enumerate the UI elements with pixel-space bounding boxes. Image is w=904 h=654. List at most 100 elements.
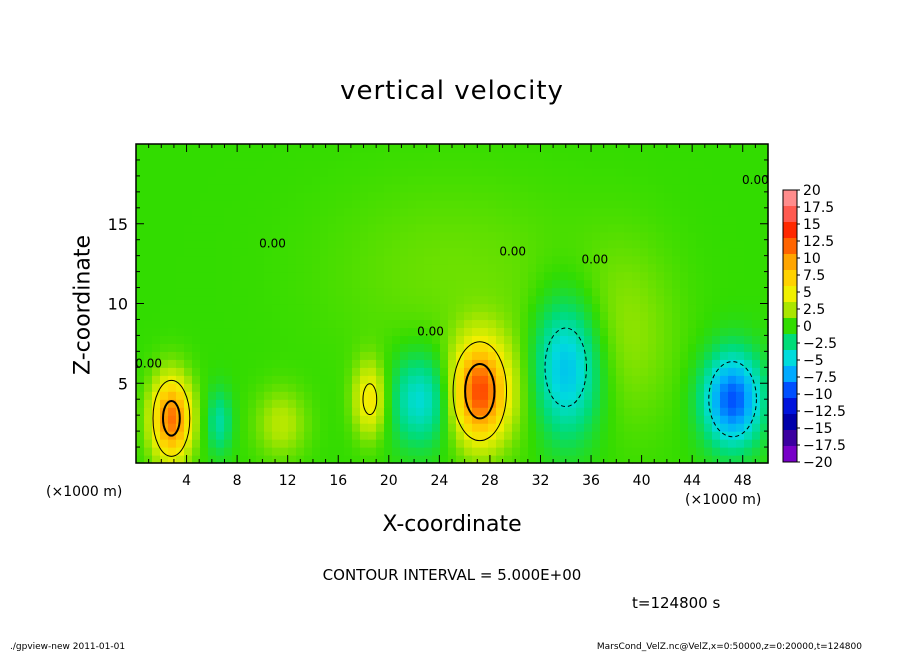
- heatmap-cell: [392, 303, 401, 313]
- heatmap-cell: [224, 207, 233, 217]
- heatmap-cell: [336, 335, 345, 344]
- heatmap-cell: [520, 391, 529, 400]
- heatmap-cell: [736, 431, 745, 440]
- heatmap-cell: [248, 415, 257, 424]
- heatmap-cell: [304, 343, 313, 352]
- heatmap-cell: [272, 295, 281, 305]
- heatmap-cell: [472, 399, 481, 408]
- heatmap-cell: [384, 375, 393, 384]
- heatmap-cell: [280, 167, 289, 177]
- heatmap-cell: [624, 383, 633, 392]
- heatmap-cell: [136, 383, 145, 392]
- heatmap-cell: [264, 151, 273, 161]
- heatmap-cell: [488, 327, 497, 336]
- heatmap-cell: [360, 191, 369, 201]
- heatmap-cell: [592, 383, 601, 392]
- heatmap-cell: [712, 407, 721, 416]
- footer-right: MarsCond_VelZ.nc@VelZ,x=0:50000,z=0:2000…: [596, 642, 862, 652]
- heatmap-cell: [648, 391, 657, 400]
- heatmap-cell: [320, 191, 329, 201]
- heatmap-cell: [536, 359, 545, 368]
- heatmap-cell: [480, 295, 489, 305]
- heatmap-cell: [144, 303, 153, 313]
- heatmap-cell: [424, 415, 433, 424]
- heatmap-cell: [344, 199, 353, 209]
- heatmap-cell: [320, 231, 329, 241]
- heatmap-cell: [688, 375, 697, 384]
- heatmap-cell: [152, 287, 161, 297]
- colorbar-band: [783, 430, 797, 447]
- heatmap-cell: [656, 279, 665, 289]
- heatmap-cell: [536, 407, 545, 416]
- heatmap-cell: [696, 335, 705, 344]
- heatmap-cell: [520, 359, 529, 368]
- heatmap-cell: [616, 455, 625, 464]
- heatmap-cell: [248, 295, 257, 305]
- heatmap-cell: [576, 144, 585, 153]
- heatmap-cell: [744, 447, 753, 456]
- heatmap-cell: [664, 391, 673, 400]
- heatmap-cell: [624, 415, 633, 424]
- heatmap-cell: [560, 183, 569, 193]
- heatmap-cell: [536, 207, 545, 217]
- heatmap-cell: [248, 271, 257, 281]
- heatmap-cell: [136, 399, 145, 408]
- heatmap-cell: [240, 423, 249, 432]
- heatmap-cell: [272, 223, 281, 233]
- heatmap-cell: [608, 263, 617, 273]
- heatmap-cell: [648, 343, 657, 352]
- heatmap-cell: [696, 183, 705, 193]
- heatmap-cell: [344, 327, 353, 336]
- heatmap-cell: [432, 431, 441, 440]
- heatmap-cell: [272, 247, 281, 257]
- heatmap-cell: [488, 407, 497, 416]
- heatmap-cell: [640, 327, 649, 336]
- heatmap-cell: [432, 287, 441, 297]
- heatmap-cell: [520, 175, 529, 185]
- heatmap-cell: [376, 279, 385, 289]
- heatmap-cell: [448, 183, 457, 193]
- heatmap-cell: [584, 167, 593, 177]
- heatmap-cell: [136, 183, 145, 193]
- heatmap-cell: [672, 447, 681, 456]
- heatmap-cell: [432, 191, 441, 201]
- heatmap-cell: [136, 407, 145, 416]
- heatmap-cell: [736, 327, 745, 336]
- heatmap-cell: [624, 423, 633, 432]
- heatmap-cell: [712, 343, 721, 352]
- heatmap-cell: [336, 215, 345, 225]
- heatmap-cell: [464, 423, 473, 432]
- heatmap-cell: [664, 247, 673, 257]
- heatmap-cell: [512, 431, 521, 440]
- heatmap-cell: [464, 175, 473, 185]
- heatmap-cell: [472, 231, 481, 241]
- heatmap-cell: [752, 407, 761, 416]
- heatmap-cell: [464, 199, 473, 209]
- heatmap-cell: [440, 303, 449, 313]
- heatmap-cell: [264, 199, 273, 209]
- heatmap-cell: [176, 455, 185, 464]
- heatmap-cell: [600, 327, 609, 336]
- heatmap-cell: [672, 144, 681, 153]
- heatmap-cell: [280, 311, 289, 321]
- heatmap-cell: [608, 335, 617, 344]
- heatmap-cell: [608, 231, 617, 241]
- heatmap-cell: [184, 295, 193, 305]
- heatmap-cell: [616, 183, 625, 193]
- heatmap-cell: [336, 199, 345, 209]
- heatmap-cell: [304, 191, 313, 201]
- heatmap-cell: [688, 335, 697, 344]
- heatmap-cell: [520, 183, 529, 193]
- heatmap-cell: [344, 423, 353, 432]
- heatmap-cell: [416, 159, 425, 169]
- heatmap-cell: [288, 295, 297, 305]
- heatmap-cell: [296, 303, 305, 313]
- heatmap-cell: [376, 199, 385, 209]
- heatmap-cell: [200, 207, 209, 217]
- heatmap-cell: [392, 335, 401, 344]
- heatmap-cell: [664, 351, 673, 360]
- heatmap-cell: [232, 407, 241, 416]
- heatmap-cell: [424, 439, 433, 448]
- heatmap-cell: [416, 167, 425, 177]
- heatmap-cell: [576, 159, 585, 169]
